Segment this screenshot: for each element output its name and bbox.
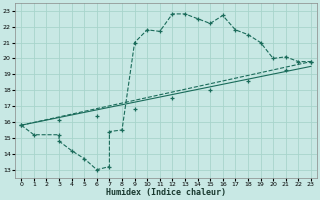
X-axis label: Humidex (Indice chaleur): Humidex (Indice chaleur): [106, 188, 226, 197]
